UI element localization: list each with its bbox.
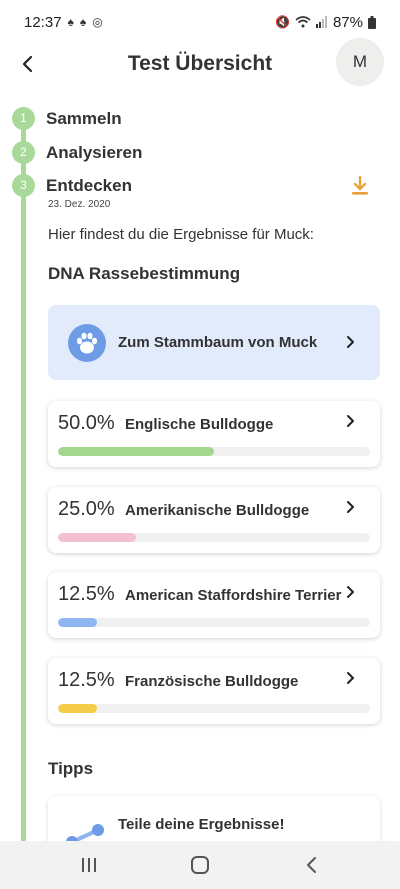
step-3-label: Entdecken xyxy=(46,176,132,195)
breed-percent: 12.5% xyxy=(58,669,115,691)
step-1-badge: 1 xyxy=(12,107,35,130)
chevron-right-icon xyxy=(347,415,354,427)
breed-progress-track xyxy=(58,618,370,627)
status-time: 12:37 xyxy=(24,13,62,31)
recent-apps-icon[interactable] xyxy=(74,853,104,877)
status-right: 🔇 87% xyxy=(275,14,376,31)
paw-icon xyxy=(68,324,106,362)
chevron-right-icon xyxy=(347,336,354,348)
system-nav-bar xyxy=(0,841,400,889)
timeline-line xyxy=(21,118,26,853)
step-2-badge: 2 xyxy=(12,141,35,164)
breed-card[interactable]: 12.5% Französische Bulldogge xyxy=(48,658,380,724)
breed-name: Englische Bulldogge xyxy=(125,416,274,433)
breed-percent: 50.0% xyxy=(58,412,115,434)
notification-icon: ♠ xyxy=(67,15,74,29)
app-header: Test Übersicht M xyxy=(0,38,400,88)
back-button[interactable] xyxy=(14,48,42,80)
step-3-badge: 3 xyxy=(12,174,35,197)
breed-card[interactable]: 25.0% Amerikanische Bulldogge xyxy=(48,487,380,553)
intro-text: Hier findest du die Ergebnisse für Muck: xyxy=(48,226,314,243)
battery-icon xyxy=(368,15,376,29)
avatar[interactable]: M xyxy=(336,38,384,86)
battery-percent: 87% xyxy=(332,13,363,31)
breed-card[interactable]: 12.5% American Staffordshire Terrier xyxy=(48,572,380,638)
chevron-right-icon xyxy=(347,501,354,513)
breed-progress-fill xyxy=(58,533,136,542)
dna-section-title: DNA Rassebestimmung xyxy=(48,264,241,283)
status-bar: 12:37 ♠ ♠ ◎ 🔇 87% xyxy=(0,0,400,44)
share-results-title: Teile deine Ergebnisse! xyxy=(118,816,285,833)
signal-icon xyxy=(315,16,327,28)
breed-progress-track xyxy=(58,533,370,542)
step-3-date: 23. Dez. 2020 xyxy=(48,199,111,210)
step-2-label: Analysieren xyxy=(46,143,143,162)
status-left: 12:37 ♠ ♠ ◎ xyxy=(24,14,103,31)
breed-card[interactable]: 50.0% Englische Bulldogge xyxy=(48,401,380,467)
chevron-left-icon xyxy=(22,55,33,73)
download-icon[interactable] xyxy=(350,175,370,197)
breed-name: Französische Bulldogge xyxy=(125,673,299,690)
notification-icon: ◎ xyxy=(92,15,103,29)
mute-icon: 🔇 xyxy=(275,15,290,29)
step-1-label: Sammeln xyxy=(46,109,122,128)
chevron-right-icon xyxy=(347,672,354,684)
breed-progress-track xyxy=(58,447,370,456)
tips-section-title: Tipps xyxy=(48,759,94,778)
breed-progress-track xyxy=(58,704,370,713)
breed-percent: 12.5% xyxy=(58,583,115,605)
breed-percent: 25.0% xyxy=(58,498,115,520)
family-tree-label: Zum Stammbaum von Muck xyxy=(118,334,318,351)
wifi-icon xyxy=(295,16,311,28)
breed-name: American Staffordshire Terrier xyxy=(125,587,342,604)
breed-progress-fill xyxy=(58,704,97,713)
breed-progress-fill xyxy=(58,447,214,456)
page-title: Test Übersicht xyxy=(127,52,273,75)
notification-icon: ♠ xyxy=(79,15,87,29)
home-icon[interactable] xyxy=(185,853,215,877)
breed-progress-fill xyxy=(58,618,97,627)
breed-name: Amerikanische Bulldogge xyxy=(125,502,310,519)
family-tree-card[interactable]: Zum Stammbaum von Muck xyxy=(48,305,380,380)
back-icon[interactable] xyxy=(297,853,327,877)
chevron-right-icon xyxy=(347,586,354,598)
